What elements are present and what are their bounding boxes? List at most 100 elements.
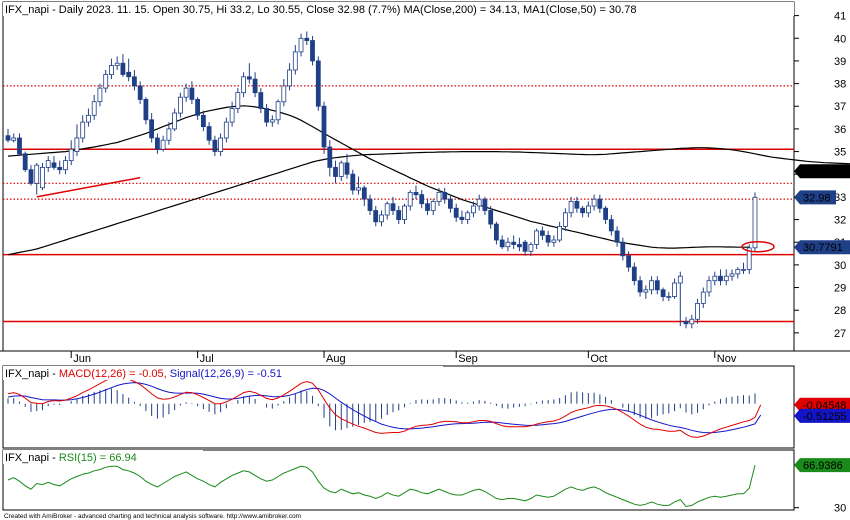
candle-body [172, 112, 178, 130]
y-tick-label: 39 [834, 56, 846, 68]
candle-body [86, 114, 91, 123]
candle-body [442, 191, 448, 200]
candle [22, 151, 28, 172]
candle-body [269, 119, 275, 123]
candle [390, 196, 396, 216]
rsi-header-bg [3, 450, 203, 464]
candle [718, 269, 723, 286]
macd-header-prefix: IFX_napi - [5, 368, 59, 380]
candle [419, 190, 425, 209]
rsi-pane[interactable]: 30 66.9386 IFX_napi - RSI(15) = 66.94 [2, 449, 850, 515]
candle-body [22, 153, 28, 171]
candle-body [522, 241, 528, 252]
candle [241, 72, 247, 98]
candle [80, 115, 86, 143]
price-pane[interactable]: 272829303132333435363738394041 34.126732… [2, 1, 850, 352]
candle [476, 194, 482, 211]
candle [522, 239, 528, 256]
rsi-polyline [7, 464, 756, 508]
candle-body [568, 200, 574, 214]
candle [563, 208, 568, 231]
candle-body [689, 318, 695, 325]
candle-body [654, 280, 660, 291]
rsi-badge-bg [794, 458, 850, 473]
candle-body [488, 210, 494, 225]
candle [149, 113, 155, 143]
candle [200, 110, 206, 132]
macd-pane[interactable]: -0.04548-0.51255 IFX_napi - MACD(12,26) … [2, 365, 850, 449]
footer-credit: Created with AmiBroker - advanced charti… [4, 513, 301, 520]
candle [356, 176, 361, 195]
candle [706, 276, 712, 297]
candle-body [459, 216, 465, 221]
rsi-tick-label: 30 [834, 503, 846, 515]
candle [269, 115, 275, 127]
candle-body [11, 137, 17, 141]
candle-body [367, 198, 373, 211]
candle [534, 228, 539, 250]
candle [649, 276, 654, 295]
ma200-badge-text: 34.1267 [803, 166, 843, 178]
candle-body [597, 198, 603, 209]
candle [292, 45, 298, 75]
candle [195, 97, 201, 120]
signal-badge-text: -0.51255 [803, 411, 846, 423]
trendline-segment [36, 176, 141, 198]
candle [402, 203, 407, 225]
candle-body [166, 128, 172, 141]
candle-body [557, 225, 562, 241]
candle [17, 133, 22, 157]
candle [430, 199, 436, 216]
candle-body [499, 239, 505, 248]
candle [545, 230, 551, 247]
candle-body [672, 282, 677, 298]
ma50-cross-highlight [741, 241, 775, 253]
candle [51, 156, 57, 170]
candle [465, 210, 471, 225]
candle-body [252, 78, 258, 94]
candle [614, 226, 620, 247]
candle-body [413, 191, 419, 196]
candle [338, 160, 344, 182]
candle [517, 237, 522, 252]
candle-body [177, 96, 183, 114]
price-header-text: IFX_napi - Daily 2023. 11. 15. Open 30.7… [5, 4, 636, 16]
candle [568, 196, 574, 218]
candle-body [511, 241, 517, 245]
price-horizontal-lines [3, 85, 794, 323]
candle [34, 162, 40, 195]
candle-body [189, 87, 195, 100]
candle [695, 298, 700, 324]
candle-body [384, 203, 390, 216]
ma200-badge: 34.1267 [794, 164, 850, 179]
candle [453, 203, 459, 222]
candle-body [476, 198, 482, 207]
candle-body [551, 239, 557, 243]
rsi-header: IFX_napi - RSI(15) = 66.94 [5, 452, 137, 464]
rsi-badge: 66.9386 [794, 458, 850, 473]
candle-body [235, 92, 241, 109]
x-tick-label: Jun [73, 353, 91, 365]
candle [275, 99, 281, 125]
candle-body [620, 241, 626, 257]
candle-body [741, 268, 746, 271]
candle [689, 314, 695, 329]
candle-body [28, 169, 34, 184]
candle [5, 128, 11, 143]
candle-body [241, 76, 247, 94]
candle-body [723, 275, 729, 282]
candle-body [396, 210, 402, 221]
candle-body [223, 121, 229, 139]
candle-body [327, 146, 333, 168]
candle-body [5, 135, 11, 141]
x-tick-label: Jul [200, 353, 214, 365]
candle [333, 160, 338, 184]
candle [505, 237, 511, 252]
candle [683, 317, 689, 329]
candle [177, 92, 183, 118]
candle-body [281, 85, 287, 103]
candle [287, 63, 293, 91]
candle-body [649, 280, 654, 291]
candle-body [74, 137, 80, 153]
candle [154, 133, 160, 154]
